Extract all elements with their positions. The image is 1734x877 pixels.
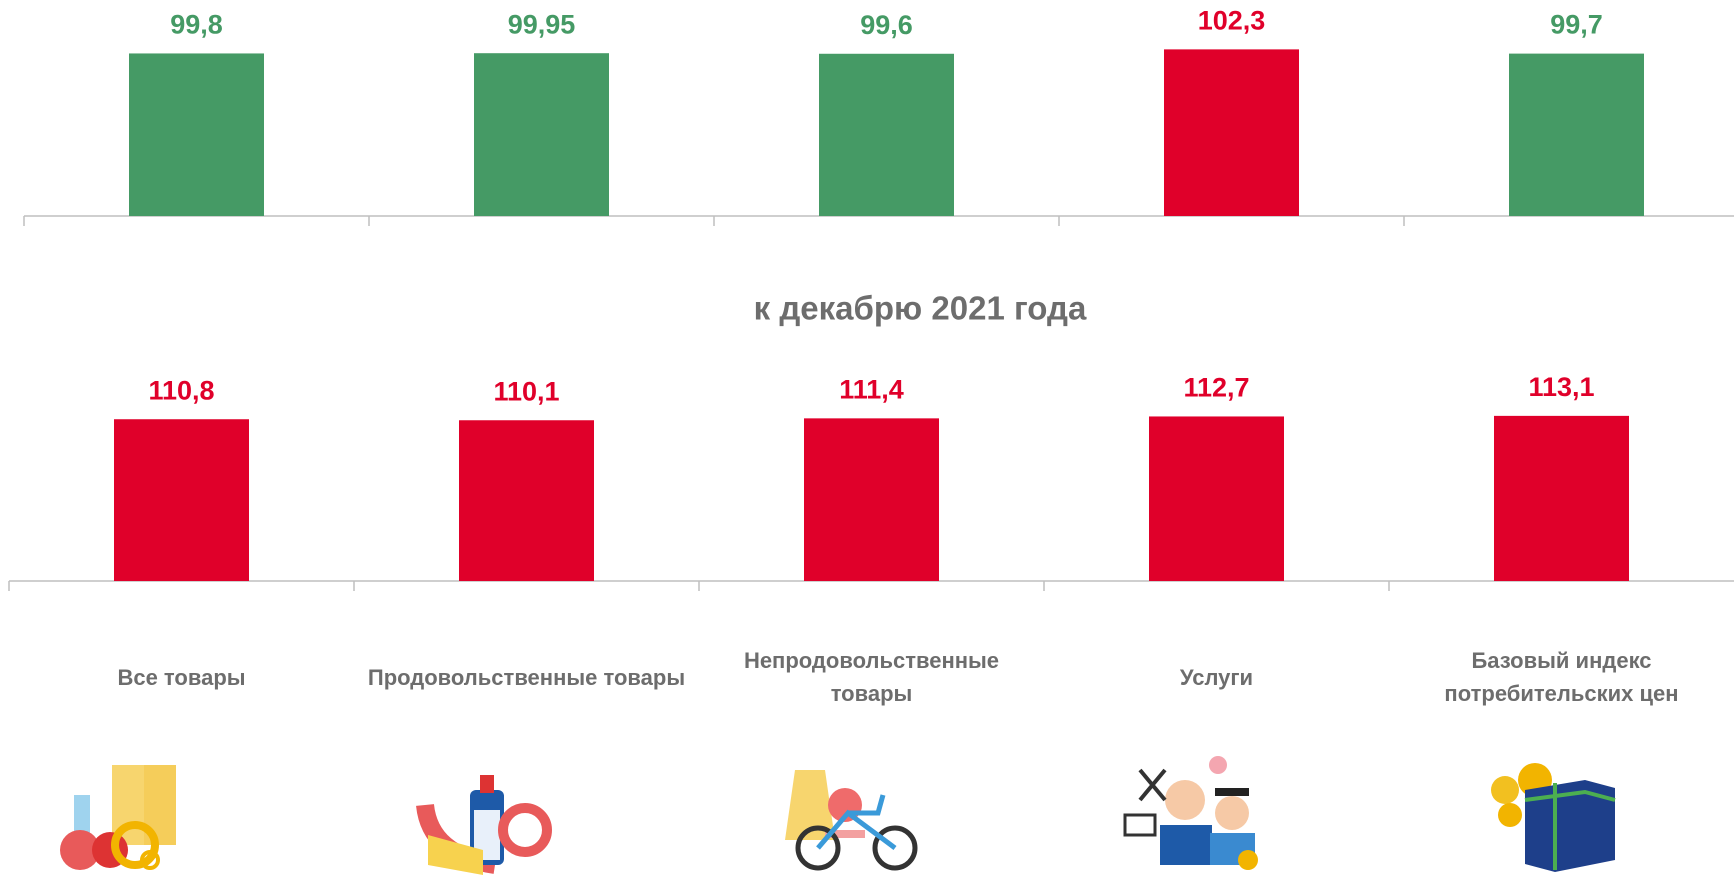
- value-label: 99,6: [860, 10, 913, 40]
- icon-core-cpi: [1491, 763, 1616, 872]
- category-label: Все товары: [117, 664, 246, 690]
- bar: [804, 418, 939, 581]
- category-label: Услуги: [1179, 664, 1254, 690]
- bar: [129, 53, 264, 217]
- value-label: 111,4: [839, 374, 904, 404]
- bar: [1494, 415, 1629, 581]
- value-label: 110,8: [148, 375, 214, 405]
- category-label: Базовый индекс потребительских цен: [1444, 648, 1679, 706]
- icons: [60, 756, 1616, 875]
- value-label: 102,3: [1198, 6, 1266, 36]
- value-label: 113,1: [1528, 372, 1594, 402]
- bar: [1149, 416, 1284, 581]
- icon-services: [1123, 756, 1258, 870]
- value-label: 99,8: [170, 10, 223, 40]
- bar: [1164, 49, 1299, 216]
- icon-food: [416, 775, 552, 875]
- value-label: 112,7: [1183, 373, 1249, 403]
- bar: [819, 53, 954, 216]
- value-label: 99,7: [1550, 10, 1603, 40]
- icon-all-goods: [60, 765, 176, 870]
- bar: [114, 419, 249, 581]
- chart-title: к декабрю 2021 года: [754, 290, 1087, 327]
- bar: [474, 53, 609, 216]
- bar: [459, 420, 594, 581]
- bar: [1509, 53, 1644, 216]
- category-label: Продовольственные товары: [367, 664, 686, 690]
- category-label: Непродовольственные товары: [743, 648, 1000, 706]
- value-label: 99,95: [508, 9, 576, 39]
- icon-nonfood: [785, 770, 918, 871]
- value-label: 110,1: [493, 376, 559, 406]
